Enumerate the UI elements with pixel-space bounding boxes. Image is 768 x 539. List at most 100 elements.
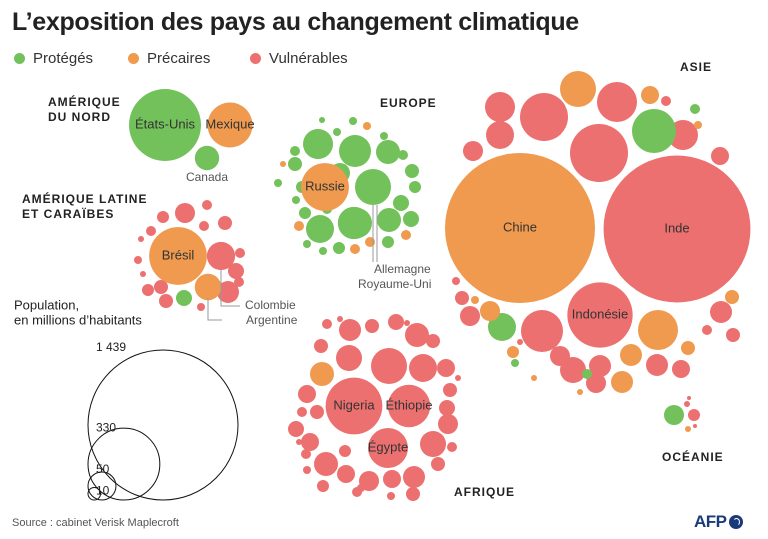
country-bubble-nigeria xyxy=(325,377,383,435)
country-bubble xyxy=(319,247,327,255)
country-label: Colombie xyxy=(245,298,296,312)
country-bubble xyxy=(597,82,637,122)
country-bubble-allemagne xyxy=(354,168,392,206)
country-bubble-ethiopie xyxy=(387,384,431,428)
legend-swatch-green xyxy=(14,53,25,64)
country-bubble xyxy=(694,121,702,129)
afp-logo-text: AFP xyxy=(694,512,727,531)
afp-logo: AFP xyxy=(694,512,743,532)
country-bubble xyxy=(480,301,500,321)
country-bubble xyxy=(235,248,245,258)
country-bubble xyxy=(297,407,307,417)
country-bubble xyxy=(560,357,586,383)
country-label: Mexique xyxy=(205,116,254,131)
country-bubble-canada xyxy=(194,145,220,171)
country-bubble xyxy=(197,303,205,311)
legend: Protégés Précaires Vulnérables xyxy=(14,50,394,68)
country-bubble xyxy=(405,164,419,178)
country-bubble xyxy=(314,339,328,353)
size-legend-title: en millions d’habitants xyxy=(14,312,142,327)
legend-item-vulnerables: Vulnérables xyxy=(250,50,348,67)
country-label: Argentine xyxy=(246,313,298,327)
country-bubble xyxy=(288,421,304,437)
country-bubble xyxy=(380,132,388,140)
country-bubble xyxy=(336,345,362,371)
country-bubble xyxy=(140,271,146,277)
country-bubble xyxy=(570,124,628,182)
country-bubble xyxy=(646,354,668,376)
country-bubble-etats-unis xyxy=(129,89,201,161)
legend-label: Protégés xyxy=(33,50,94,67)
country-bubble xyxy=(349,117,357,125)
country-bubble xyxy=(405,323,429,347)
afp-logo-icon xyxy=(728,515,743,529)
size-legend-circle xyxy=(87,486,102,501)
country-bubble xyxy=(350,244,360,254)
country-bubble xyxy=(376,140,400,164)
size-legend-circle xyxy=(87,349,239,501)
country-bubble xyxy=(672,360,690,378)
country-label: Éthiopie xyxy=(386,397,433,412)
country-bubble xyxy=(303,240,311,248)
country-bubble xyxy=(218,216,232,230)
country-bubble xyxy=(138,236,144,242)
country-bubble-egypte xyxy=(368,428,408,468)
country-bubble xyxy=(388,314,404,330)
chart-title: L’exposition des pays au changement clim… xyxy=(12,8,579,36)
country-label: Royaume-Uni xyxy=(358,277,431,291)
region-label: DU NORD xyxy=(48,110,111,124)
country-bubble xyxy=(393,195,409,211)
country-bubble xyxy=(632,109,676,153)
country-bubble xyxy=(301,449,311,459)
country-bubble xyxy=(314,452,338,476)
country-bubble xyxy=(290,146,300,156)
country-bubble xyxy=(471,296,479,304)
country-bubble xyxy=(517,339,523,345)
country-bubble-inde xyxy=(603,155,751,303)
country-bubble xyxy=(681,341,695,355)
country-bubble xyxy=(620,344,642,366)
country-bubble xyxy=(409,181,421,193)
size-legend-circle xyxy=(87,427,161,501)
country-bubble xyxy=(228,263,244,279)
country-bubble xyxy=(403,211,419,227)
country-label: Chine xyxy=(503,219,537,234)
country-bubble xyxy=(303,466,311,474)
country-bubble xyxy=(401,230,411,240)
country-bubble xyxy=(383,470,401,488)
country-bubble xyxy=(322,319,332,329)
country-label: Brésil xyxy=(162,247,195,262)
country-bubble xyxy=(159,294,173,308)
country-bubble xyxy=(664,405,684,425)
country-bubble xyxy=(447,442,457,452)
size-legend-value: 330 xyxy=(96,420,116,434)
country-bubble xyxy=(420,431,446,457)
country-bubble xyxy=(710,301,732,323)
country-label: Allemagne xyxy=(374,262,431,276)
country-bubble xyxy=(339,445,351,457)
country-bubble xyxy=(306,215,334,243)
country-bubble xyxy=(702,325,712,335)
country-bubble xyxy=(142,284,154,296)
country-bubble xyxy=(363,122,371,130)
country-bubble xyxy=(455,375,461,381)
size-legend-circle xyxy=(87,471,117,501)
country-bubble-argentine xyxy=(194,273,222,301)
region-label: ET CARAÏBES xyxy=(22,206,114,221)
country-bubble xyxy=(234,277,244,287)
country-bubble xyxy=(511,359,519,367)
country-bubble-mexique xyxy=(207,102,253,148)
country-bubble xyxy=(292,196,300,204)
region-label: AMÉRIQUE xyxy=(48,94,121,109)
country-bubble xyxy=(507,346,519,358)
country-bubble xyxy=(398,150,408,160)
region-label: AFRIQUE xyxy=(454,485,515,499)
country-bubble xyxy=(486,121,514,149)
country-bubble xyxy=(688,409,700,421)
country-label: Russie xyxy=(305,178,345,193)
country-bubble xyxy=(339,135,371,167)
country-bubble xyxy=(531,375,537,381)
country-bubble xyxy=(377,208,401,232)
country-bubble xyxy=(175,203,195,223)
country-bubble xyxy=(296,439,302,445)
